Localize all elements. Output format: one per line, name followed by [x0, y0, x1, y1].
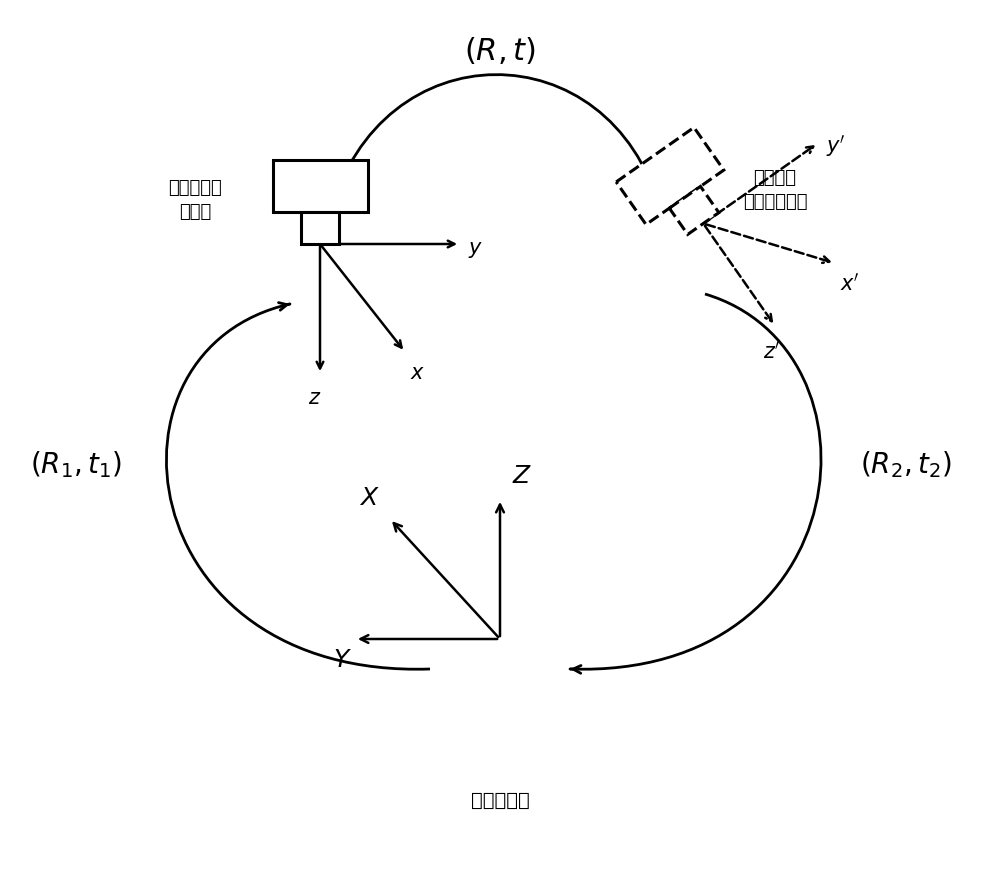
Text: 模板拍摄
摄像机坐标系: 模板拍摄 摄像机坐标系: [743, 169, 807, 211]
Bar: [273, 161, 368, 213]
Text: $Y$: $Y$: [333, 647, 352, 671]
Text: $(R,t)$: $(R,t)$: [464, 35, 536, 66]
Text: $(R_2,t_2)$: $(R_2,t_2)$: [860, 449, 952, 480]
Text: $x'$: $x'$: [840, 272, 860, 294]
Bar: [301, 213, 339, 245]
Polygon shape: [616, 129, 724, 225]
Polygon shape: [669, 187, 719, 235]
Text: $(R_1,t_1)$: $(R_1,t_1)$: [30, 449, 122, 480]
Text: 固定摄像机
坐标系: 固定摄像机 坐标系: [168, 178, 222, 222]
Text: $z$: $z$: [308, 388, 322, 408]
Text: 世界坐标系: 世界坐标系: [471, 790, 529, 808]
Text: $X$: $X$: [359, 486, 380, 509]
Text: $y'$: $y'$: [826, 133, 846, 159]
Text: $z'$: $z'$: [763, 340, 781, 362]
Text: $y$: $y$: [468, 240, 483, 260]
Text: $x$: $x$: [410, 362, 425, 382]
Text: $Z$: $Z$: [512, 463, 532, 488]
